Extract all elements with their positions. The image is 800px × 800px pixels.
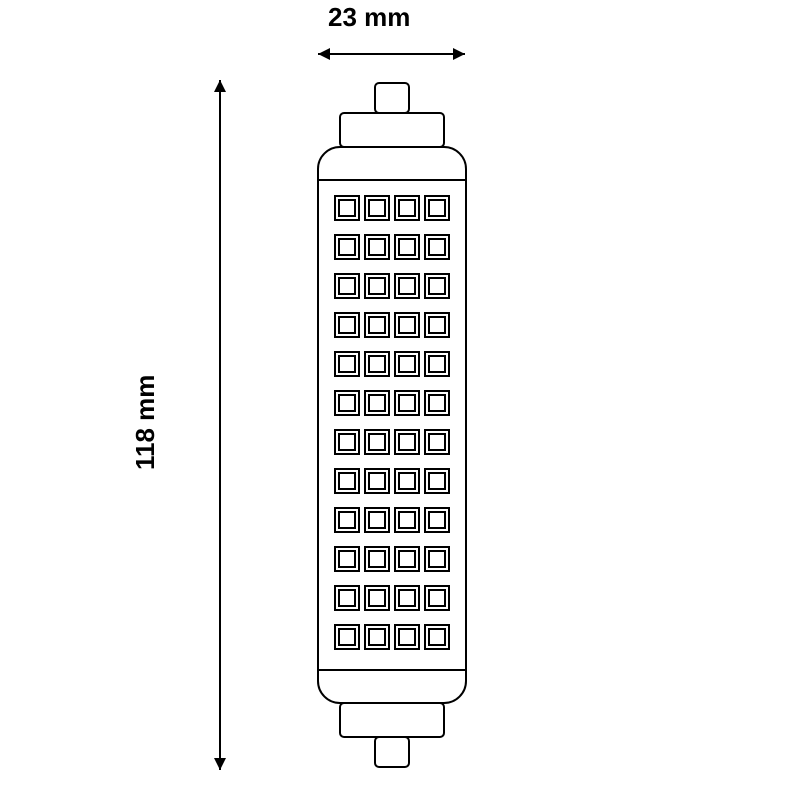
diagram-stage: 23 mm 118 mm	[0, 0, 800, 800]
diagram-svg	[0, 0, 800, 800]
